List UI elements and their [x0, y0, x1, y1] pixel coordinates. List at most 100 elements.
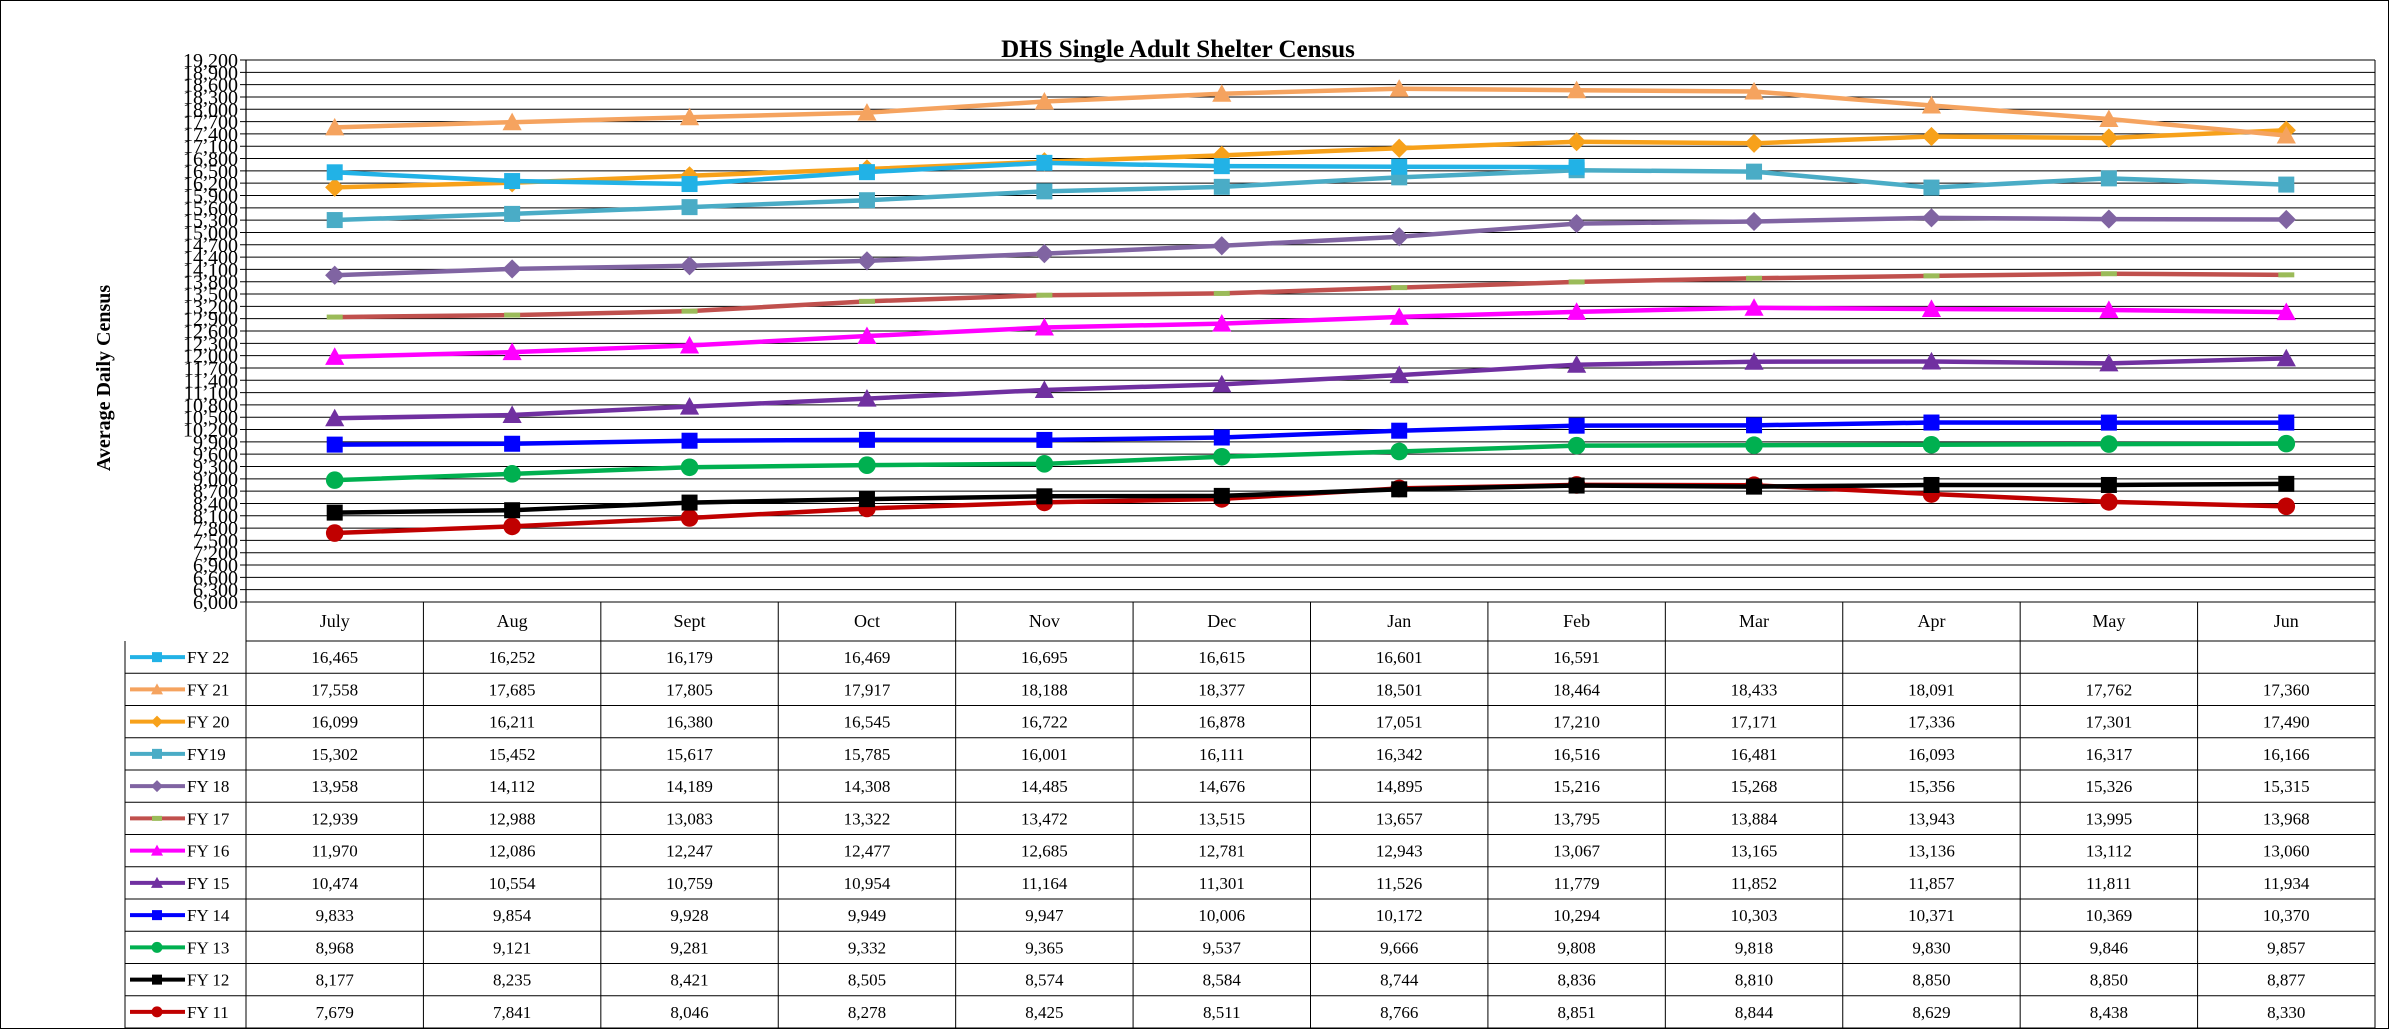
data-point	[504, 435, 521, 452]
table-cell: 15,452	[489, 745, 536, 764]
table-cell: 14,189	[666, 777, 713, 796]
table-cell: 9,854	[493, 906, 532, 925]
data-point	[2277, 497, 2296, 516]
y-tick-label: 17,400	[183, 124, 238, 146]
table-cell: 10,294	[1553, 906, 1600, 925]
table-cell: 13,112	[2086, 842, 2132, 861]
y-tick-label: 9,300	[193, 457, 238, 479]
data-point	[504, 173, 521, 190]
data-point	[858, 192, 875, 209]
table-cell: 13,795	[1553, 809, 1600, 828]
y-tick-label: 18,300	[183, 87, 238, 109]
table-cell: 8,844	[1735, 1003, 1774, 1022]
y-tick-label: 15,600	[183, 198, 238, 220]
data-point	[1036, 292, 1053, 298]
data-point	[857, 251, 877, 271]
y-tick-label: 18,600	[183, 75, 238, 97]
table-cell: 8,046	[670, 1003, 708, 1022]
y-tick-label: 10,800	[183, 395, 238, 417]
category-label: Dec	[1207, 611, 1236, 631]
table-cell: 12,685	[1021, 842, 1068, 861]
data-point	[681, 494, 698, 511]
data-point	[1568, 477, 1585, 494]
y-tick-label: 15,300	[183, 210, 238, 232]
table-cell: 16,093	[1908, 745, 1955, 764]
data-point	[151, 941, 163, 953]
data-point	[1213, 290, 1230, 296]
y-tick-label: 8,400	[193, 493, 238, 515]
data-point	[502, 405, 522, 424]
series-line	[334, 271, 2287, 320]
series-line	[334, 481, 2287, 515]
data-point	[1389, 138, 1409, 158]
table-cell: 8,177	[316, 971, 355, 990]
data-point	[503, 517, 521, 536]
table-cell: 16,722	[1021, 713, 1068, 732]
table-cell: 16,252	[489, 648, 536, 667]
y-tick-label: 10,200	[183, 420, 238, 442]
series-fy-22	[326, 154, 1585, 193]
data-point	[1744, 298, 1764, 316]
data-point	[1391, 481, 1408, 498]
data-point	[680, 458, 699, 477]
series-name: FY 16	[187, 842, 229, 861]
table-cell: 7,679	[316, 1003, 354, 1022]
table-cell: 17,917	[844, 680, 891, 699]
table-cell: 8,850	[1912, 971, 1950, 990]
series-lines	[325, 79, 2296, 542]
table-cell: 8,850	[2090, 971, 2128, 990]
data-point	[857, 103, 877, 121]
data-point	[1036, 431, 1053, 448]
table-cell: 12,247	[666, 842, 713, 861]
table-cell: 11,852	[1731, 874, 1777, 893]
data-point	[151, 683, 163, 695]
table-cell: 11,811	[2086, 874, 2132, 893]
series-line	[334, 420, 2287, 447]
data-point	[325, 471, 344, 489]
table-cell: 12,988	[489, 809, 536, 828]
y-tick-label: 7,500	[193, 530, 238, 552]
table-cell: 17,762	[2086, 680, 2133, 699]
data-point	[2100, 271, 2117, 277]
y-tick-label: 15,900	[183, 186, 238, 208]
legend-key	[130, 844, 185, 856]
table-cell: 10,303	[1731, 906, 1778, 925]
table-cell: 16,179	[666, 648, 713, 667]
table-cell: 9,830	[1912, 938, 1950, 957]
y-tick-label: 18,900	[183, 62, 238, 84]
table-cell: 9,332	[848, 938, 886, 957]
category-label: Mar	[1739, 611, 1769, 631]
table-cell: 16,099	[311, 713, 358, 732]
table-cell: 15,315	[2263, 777, 2310, 796]
data-point	[680, 509, 699, 527]
data-point	[326, 436, 343, 453]
series-fy-13	[325, 434, 2296, 489]
data-point	[504, 205, 521, 222]
y-tick-label: 12,600	[183, 321, 238, 343]
data-point	[679, 107, 700, 126]
table-cell: 16,545	[844, 713, 891, 732]
data-point	[325, 347, 345, 365]
data-point	[858, 164, 875, 181]
data-point	[1567, 355, 1587, 373]
data-point	[502, 259, 522, 279]
data-point	[326, 212, 343, 229]
category-label: Jun	[2274, 611, 2299, 631]
data-point	[1921, 208, 1942, 228]
data-point	[1921, 299, 1942, 317]
series-line	[334, 215, 2287, 278]
table-cell: 9,281	[670, 938, 708, 957]
data-point	[151, 876, 163, 888]
series-name: FY 12	[187, 971, 229, 990]
table-cell: 17,805	[666, 680, 713, 699]
table-cell: 16,601	[1376, 648, 1423, 667]
table-cell: 11,970	[312, 842, 358, 861]
data-point	[325, 177, 345, 197]
data-point	[2278, 272, 2295, 278]
y-tick-label: 6,000	[193, 592, 238, 614]
table-cell: 14,676	[1198, 777, 1245, 796]
data-point	[1034, 91, 1054, 110]
legend-key	[130, 941, 185, 953]
data-point	[1213, 429, 1230, 446]
data-point	[151, 780, 163, 793]
